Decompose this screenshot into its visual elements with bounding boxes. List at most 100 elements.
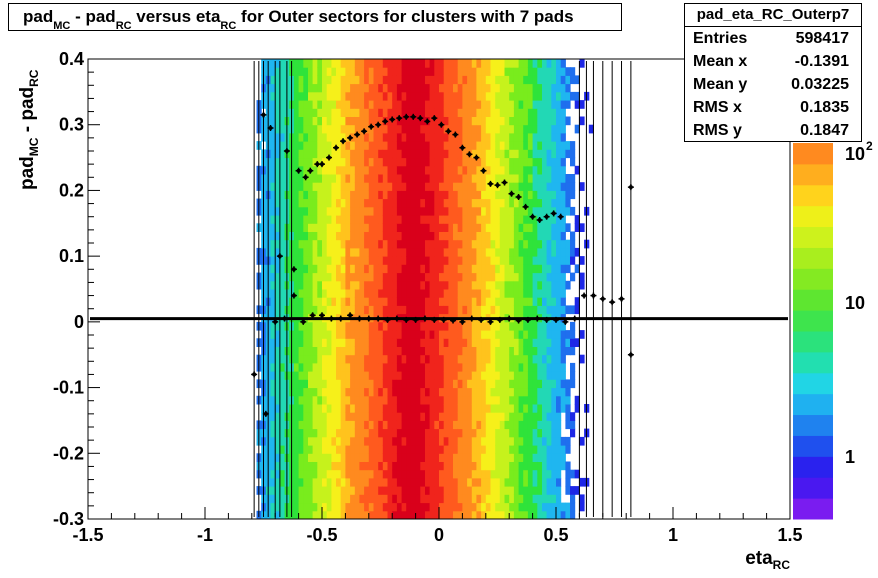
heatmap-cell: [373, 379, 379, 389]
heatmap-cell: [457, 486, 463, 495]
heatmap-cell: [551, 157, 557, 167]
heatmap-cell: [565, 149, 571, 159]
heatmap-cell: [429, 469, 435, 479]
heatmap-cell: [565, 247, 571, 257]
heatmap-cell: [410, 362, 417, 372]
heatmap-cell: [467, 412, 473, 421]
heatmap-cell: [495, 132, 501, 142]
heatmap-cell: [518, 215, 524, 224]
heatmap-cell: [410, 149, 417, 159]
heatmap-cell: [368, 75, 374, 85]
heatmap-cell: [495, 387, 501, 397]
heatmap-cell: [518, 124, 524, 134]
heatmap-cell: [410, 395, 417, 405]
heatmap-cell: [270, 428, 276, 438]
palette-exponent: 2: [866, 139, 873, 153]
heatmap-cell: [537, 100, 543, 109]
heatmap-cell: [457, 379, 463, 389]
heatmap-cell: [275, 461, 281, 471]
heatmap-cell: [495, 223, 501, 232]
heatmap-cell: [504, 469, 510, 479]
heatmap-cell: [275, 141, 281, 150]
heatmap-cell: [495, 289, 501, 298]
heatmap-cell: [499, 256, 505, 265]
heatmap-cell: [350, 264, 356, 274]
heatmap-cell: [467, 206, 473, 216]
heatmap-cell: [481, 510, 487, 520]
heatmap-cell: [331, 436, 337, 446]
heatmap-cell: [396, 149, 403, 159]
heatmap-cell: [420, 264, 426, 274]
heatmap-cell: [336, 297, 342, 306]
heatmap-cell: [387, 231, 393, 241]
heatmap-cell: [485, 132, 491, 142]
heatmap-cell: [462, 182, 468, 191]
heatmap-cell: [429, 124, 435, 134]
heatmap-cell: [556, 362, 562, 372]
heatmap-cell: [364, 371, 370, 380]
heatmap-cell: [527, 165, 534, 175]
heatmap-cell: [392, 231, 398, 241]
profile-point: [610, 300, 615, 305]
heatmap-cell: [570, 502, 576, 512]
heatmap-cell: [322, 461, 328, 471]
heatmap-cell: [425, 67, 431, 76]
heatmap-cell: [322, 436, 328, 446]
heatmap-cell: [340, 59, 346, 68]
heatmap-cell: [457, 412, 463, 421]
heatmap-cell: [537, 486, 543, 495]
heatmap-cell: [542, 247, 548, 257]
heatmap-cell: [415, 494, 421, 504]
heatmap-cell: [359, 256, 365, 265]
heatmap-cell: [275, 91, 281, 101]
heatmap-cell: [378, 247, 384, 257]
heatmap-cell: [322, 215, 328, 224]
heatmap-cell: [481, 116, 487, 126]
heatmap-cell: [340, 420, 346, 430]
heatmap-cell: [410, 461, 417, 471]
heatmap-cell: [565, 510, 571, 520]
profile-point: [488, 181, 493, 186]
heatmap-cell: [425, 404, 431, 413]
heatmap-cell: [270, 412, 276, 421]
heatmap-cell: [518, 453, 524, 462]
heatmap-cell: [312, 198, 318, 208]
heatmap-cell: [471, 453, 477, 462]
heatmap-cell: [331, 280, 337, 290]
heatmap-cell: [345, 420, 351, 430]
heatmap-cell: [387, 362, 393, 372]
profile-point: [411, 114, 416, 119]
heatmap-cell: [499, 100, 505, 109]
heatmap-cell: [326, 280, 332, 290]
heatmap-cell: [308, 453, 314, 462]
heatmap-cell: [396, 404, 403, 413]
heatmap-cell: [532, 445, 538, 454]
heatmap-cell: [279, 469, 286, 479]
heatmap-cell: [509, 436, 515, 446]
heatmap-cell: [476, 330, 482, 339]
profile-point: [488, 319, 493, 324]
heatmap-cell: [340, 157, 346, 167]
heatmap-cell: [532, 428, 538, 438]
heatmap-cell: [551, 453, 557, 462]
profile-point: [291, 293, 296, 298]
heatmap-cell: [453, 477, 459, 487]
heatmap-cell: [453, 436, 459, 446]
heatmap-cell: [542, 116, 548, 126]
heatmap-cell: [312, 116, 318, 126]
heatmap-cell: [359, 116, 365, 126]
heatmap-cell: [293, 215, 300, 224]
heatmap-cell: [546, 436, 552, 446]
heatmap-cell: [359, 362, 365, 372]
heatmap-cell: [387, 453, 393, 462]
heatmap-cell: [490, 100, 496, 109]
heatmap-cell: [279, 371, 286, 380]
heatmap-cell: [523, 387, 529, 397]
heatmap-cell: [298, 445, 304, 454]
heatmap-cell: [574, 297, 580, 306]
heatmap-cell: [542, 453, 548, 462]
heatmap-cell: [396, 420, 403, 430]
heatmap-cell: [331, 91, 337, 101]
heatmap-cell: [439, 510, 445, 520]
heatmap-cell: [481, 141, 487, 150]
